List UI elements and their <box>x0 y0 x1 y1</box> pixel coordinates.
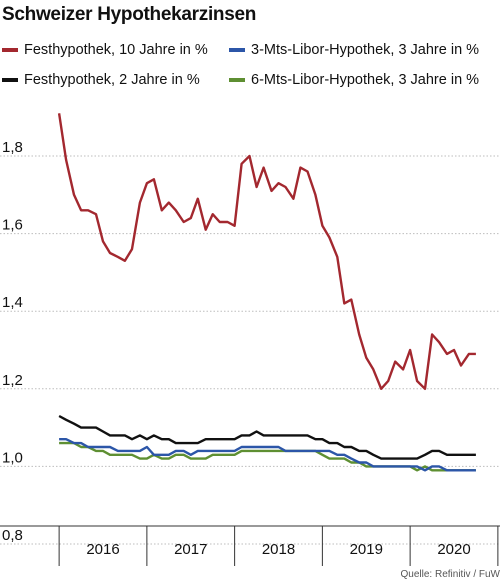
x-tick-label: 2016 <box>86 541 119 558</box>
y-tick-label: 1,0 <box>2 449 23 466</box>
y-tick-label: 1,6 <box>2 217 23 234</box>
legend-item-festhypothek-2: Festhypothek, 2 Jahre in % <box>2 72 200 88</box>
legend-label: Festhypothek, 10 Jahre in % <box>24 42 208 58</box>
x-tick-label: 2020 <box>437 541 470 558</box>
y-tick-label: 1,8 <box>2 139 23 156</box>
x-axis: 2016 2017 2018 2019 2020 <box>0 525 500 566</box>
source-note: Quelle: Refinitiv / FuW <box>400 569 500 580</box>
legend-swatch <box>2 48 18 52</box>
x-tick-label: 2019 <box>350 541 383 558</box>
x-tick-label: 2017 <box>174 541 207 558</box>
legend-item-3mts-libor: 3-Mts-Libor-Hypothek, 3 Jahre in % <box>229 42 479 58</box>
y-tick-label: 1,2 <box>2 372 23 389</box>
chart-title: Schweizer Hypothekarzinsen <box>2 4 257 25</box>
y-tick-label: 1,4 <box>2 294 23 311</box>
legend-label: Festhypothek, 2 Jahre in % <box>24 72 200 88</box>
legend-swatch <box>229 48 245 52</box>
legend-label: 3-Mts-Libor-Hypothek, 3 Jahre in % <box>251 42 480 58</box>
legend-item-6mts-libor: 6-Mts-Libor-Hypothek, 3 Jahre in % <box>229 72 479 88</box>
legend-swatch <box>2 78 18 82</box>
legend-item-festhypothek-10: Festhypothek, 10 Jahre in % <box>2 42 208 58</box>
x-tick-label: 2018 <box>262 541 295 558</box>
y-axis: 0,8 1,0 1,2 1,4 1,6 1,8 <box>2 139 23 544</box>
y-tick-label: 0,8 <box>2 527 23 544</box>
legend-swatch <box>229 78 245 82</box>
gridlines <box>0 155 500 545</box>
series-line-2 <box>59 438 476 472</box>
series-lines <box>57 113 476 472</box>
series-line-0 <box>57 113 476 390</box>
legend-label: 6-Mts-Libor-Hypothek, 3 Jahre in % <box>251 72 480 88</box>
chart-legend: Festhypothek, 10 Jahre in % 3-Mts-Libor-… <box>0 40 500 100</box>
series-line-1 <box>58 414 476 460</box>
